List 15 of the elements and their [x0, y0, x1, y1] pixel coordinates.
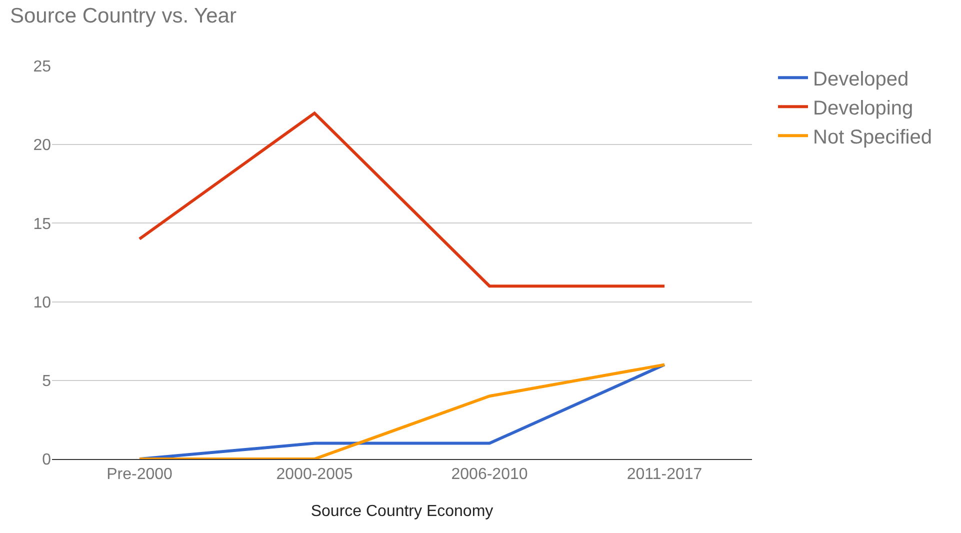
- y-tick-label: 25: [33, 58, 52, 76]
- y-tick-label: 0: [42, 452, 52, 469]
- legend-label: Not Specified: [813, 126, 932, 148]
- x-tick-label: 2000-2005: [276, 466, 353, 484]
- chart-title: Source Country vs. Year: [10, 4, 236, 28]
- y-tick-label: 5: [42, 373, 52, 390]
- x-tick-label: Pre-2000: [106, 466, 173, 484]
- x-tick-label: 2006-2010: [451, 466, 528, 484]
- y-tick-label: 10: [33, 294, 52, 312]
- y-tick-label: 15: [33, 216, 52, 233]
- y-tick-label: 20: [33, 137, 52, 154]
- x-axis-title: Source Country Economy: [310, 502, 494, 520]
- legend-label: Developed: [813, 68, 909, 90]
- x-tick-label: 2011-2017: [626, 466, 702, 484]
- legend-label: Developing: [813, 97, 914, 120]
